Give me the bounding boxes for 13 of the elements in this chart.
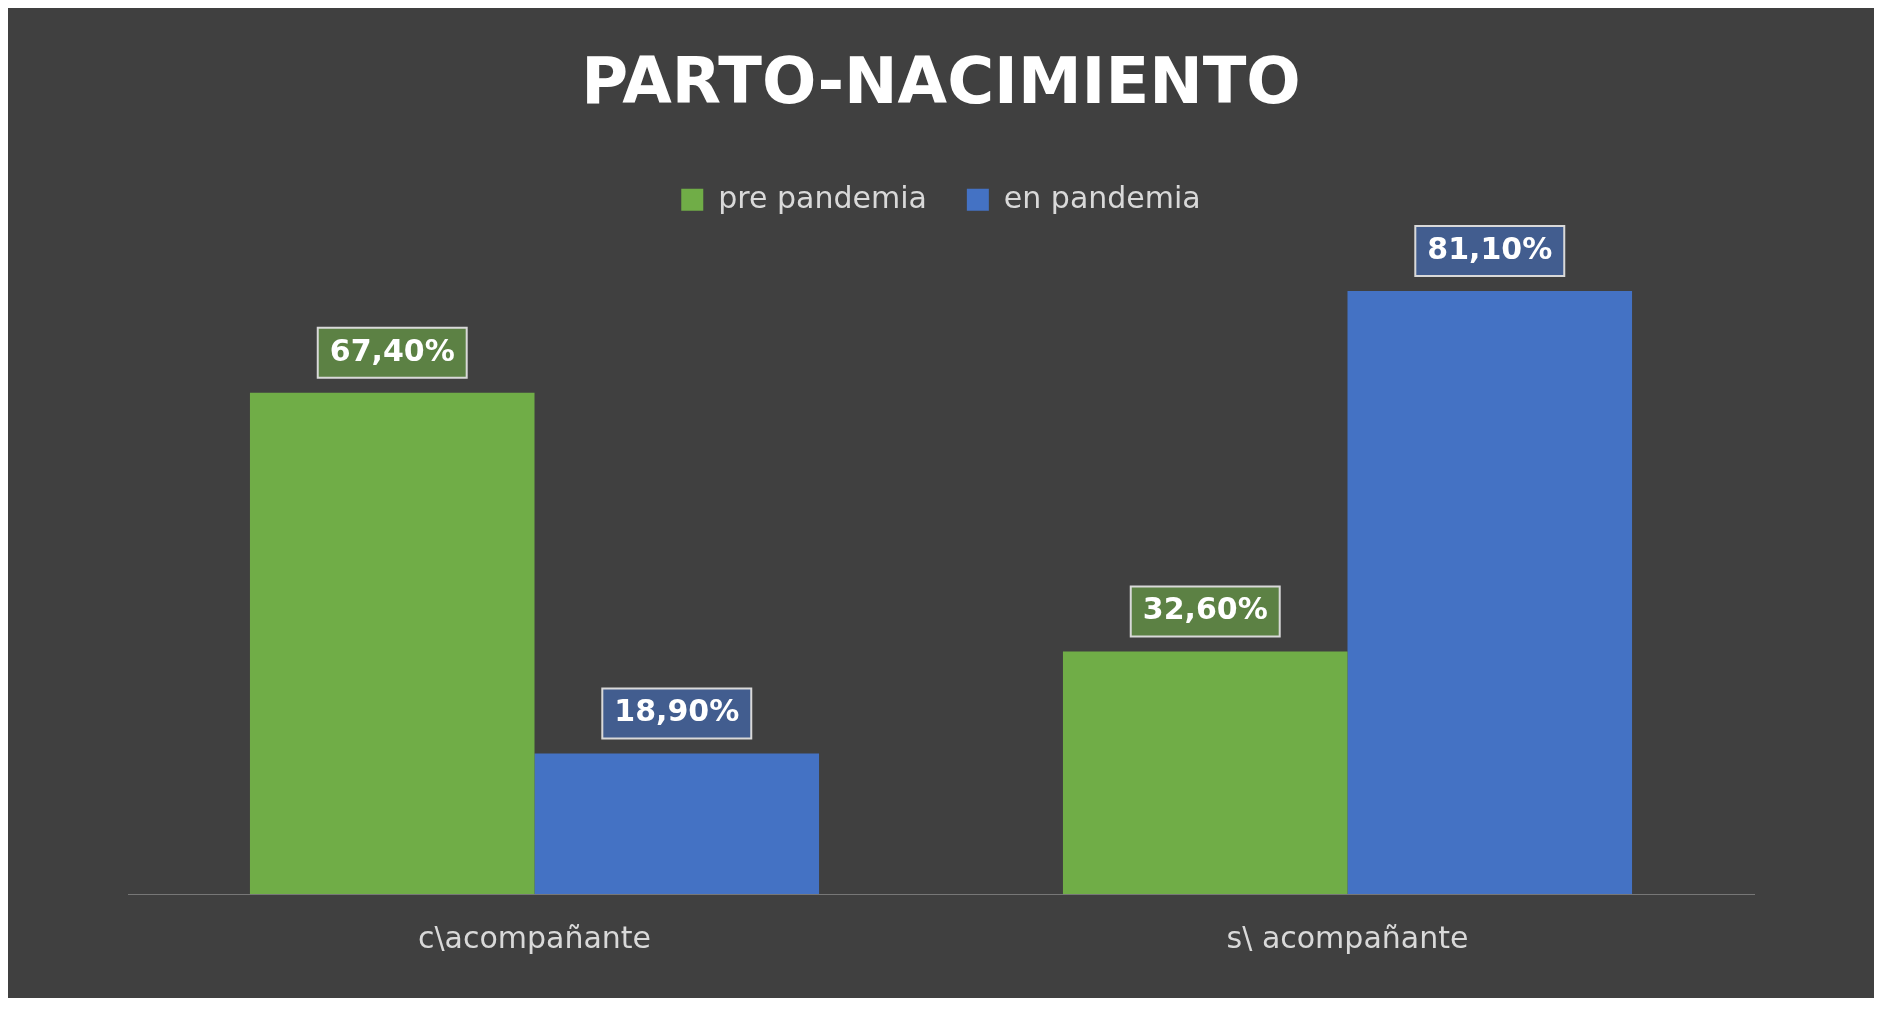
legend-label: pre pandemia <box>718 179 927 215</box>
x-tick-label: c\acompañante <box>417 919 652 955</box>
x-tick-label: s\ acompañante <box>1226 919 1469 955</box>
data-label: 81,10% <box>1427 230 1553 266</box>
data-label: 18,90% <box>614 693 740 729</box>
data-label: 32,60% <box>1142 591 1268 627</box>
bar <box>534 753 820 894</box>
chart-title: PARTO-NACIMIENTO <box>581 44 1301 119</box>
data-label: 67,40% <box>329 332 455 368</box>
bar <box>249 392 535 894</box>
bar <box>1062 651 1348 894</box>
bar <box>1347 290 1633 894</box>
legend-label: en pandemia <box>1003 179 1201 215</box>
